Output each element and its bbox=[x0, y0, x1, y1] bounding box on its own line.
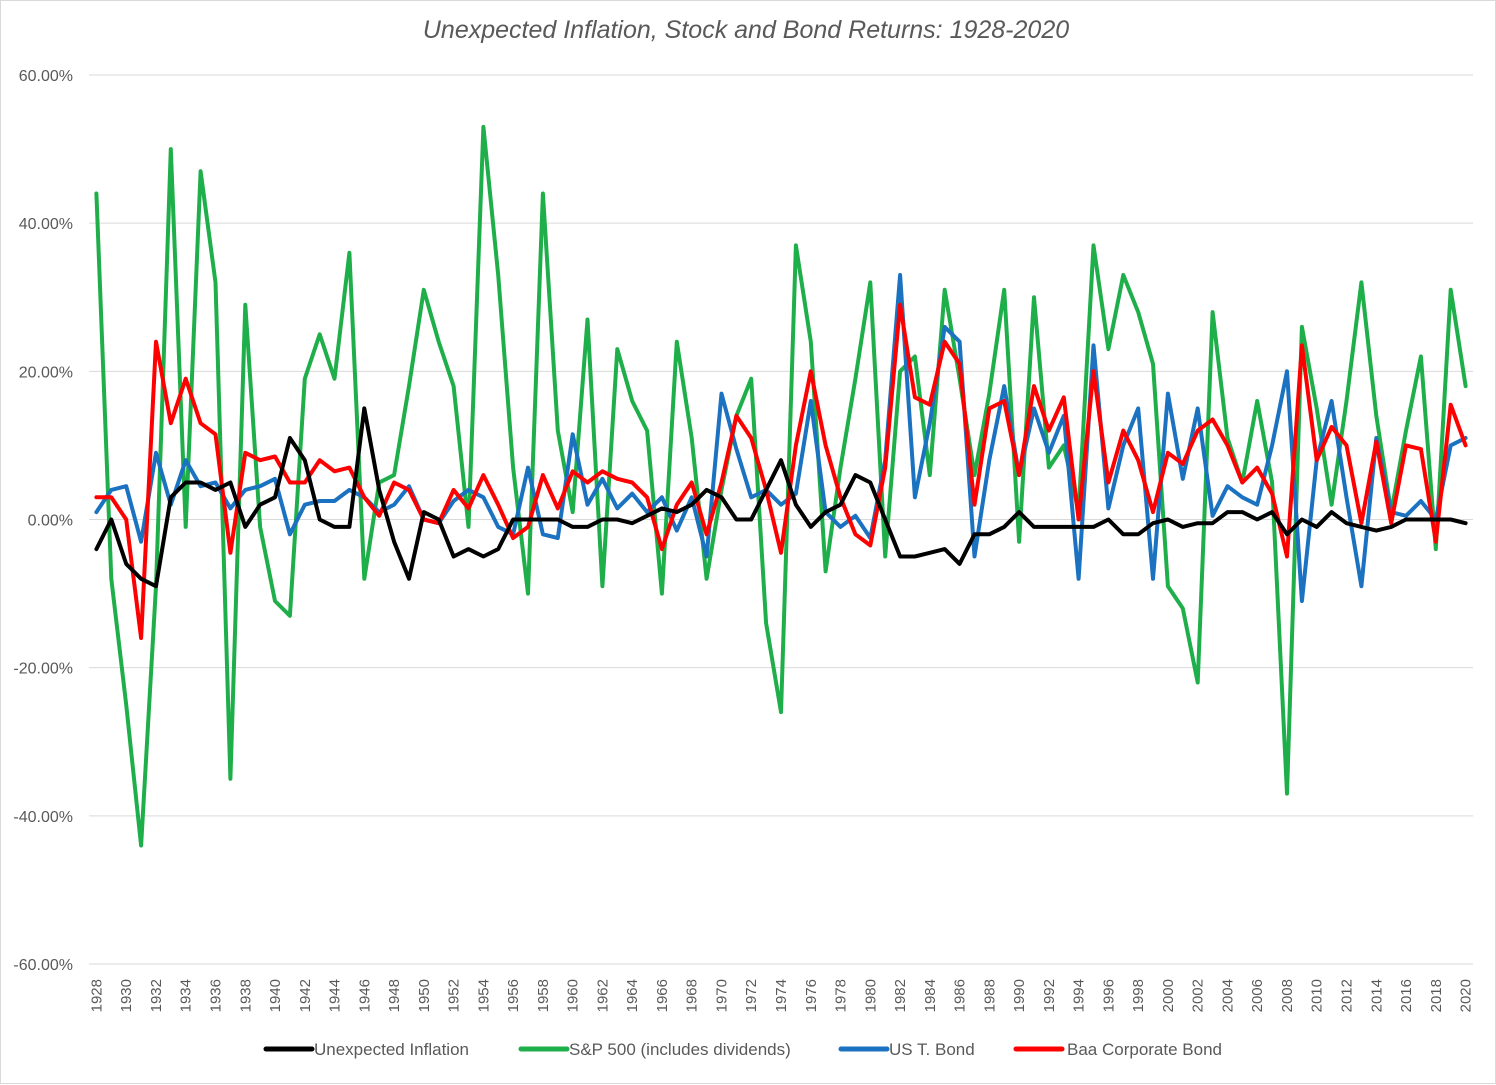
x-tick-label: 1992 bbox=[1041, 979, 1058, 1012]
x-tick-label: 1974 bbox=[773, 979, 790, 1012]
y-tick-label: 20.00% bbox=[19, 364, 73, 381]
y-axis-tick-labels: 60.00% 40.00% 20.00% 0.00% -20.00% -40.00% -60… bbox=[13, 68, 73, 974]
x-tick-label: 2006 bbox=[1249, 979, 1266, 1012]
x-tick-label: 2010 bbox=[1309, 979, 1326, 1012]
x-tick-label: 2012 bbox=[1339, 979, 1356, 1012]
x-tick-label: 1938 bbox=[237, 979, 254, 1012]
x-tick-label: 2000 bbox=[1160, 979, 1177, 1012]
chart-title: Unexpected Inflation, Stock and Bond Ret… bbox=[423, 16, 1069, 44]
x-tick-label: 1942 bbox=[297, 979, 314, 1012]
x-tick-label: 1996 bbox=[1100, 979, 1117, 1012]
x-tick-label: 1966 bbox=[654, 979, 671, 1012]
x-tick-label: 1984 bbox=[922, 979, 939, 1012]
x-tick-label: 2014 bbox=[1368, 979, 1385, 1012]
x-tick-label: 2002 bbox=[1190, 979, 1207, 1012]
x-tick-label: 2018 bbox=[1428, 979, 1445, 1012]
x-tick-label: 1964 bbox=[624, 979, 641, 1012]
x-tick-label: 1932 bbox=[148, 979, 165, 1012]
x-tick-label: 1936 bbox=[207, 979, 224, 1012]
y-tick-label: 0.00% bbox=[28, 513, 73, 530]
x-tick-label: 1968 bbox=[684, 979, 701, 1012]
x-tick-label: 1954 bbox=[475, 979, 492, 1012]
x-tick-label: 2008 bbox=[1279, 979, 1296, 1012]
x-tick-label: 1950 bbox=[416, 979, 433, 1012]
x-tick-label: 1972 bbox=[743, 979, 760, 1012]
x-tick-label: 1958 bbox=[535, 979, 552, 1012]
series-line bbox=[94, 406, 1468, 589]
x-tick-label: 1988 bbox=[981, 979, 998, 1012]
legend-label: Unexpected Inflation bbox=[314, 1040, 469, 1059]
x-tick-label: 2004 bbox=[1219, 979, 1236, 1012]
x-tick-label: 1928 bbox=[88, 979, 105, 1012]
x-tick-label: 1978 bbox=[833, 979, 850, 1012]
x-tick-label: 2016 bbox=[1398, 979, 1415, 1012]
x-tick-label: 1998 bbox=[1130, 979, 1147, 1012]
x-tick-label: 1948 bbox=[386, 979, 403, 1012]
legend-label: S&P 500 (includes dividends) bbox=[569, 1040, 791, 1059]
legend: Unexpected Inflation S&P 500 (includes di… bbox=[263, 1040, 1222, 1059]
series-line bbox=[94, 273, 1468, 603]
y-tick-label: 40.00% bbox=[19, 216, 73, 233]
x-tick-label: 1982 bbox=[892, 979, 909, 1012]
x-tick-label: 1944 bbox=[327, 979, 344, 1012]
x-tick-label: 1980 bbox=[862, 979, 879, 1012]
legend-label: US T. Bond bbox=[889, 1040, 975, 1059]
x-tick-label: 1990 bbox=[1011, 979, 1028, 1012]
x-tick-label: 2020 bbox=[1458, 979, 1475, 1012]
x-tick-label: 1960 bbox=[565, 979, 582, 1012]
x-tick-label: 1930 bbox=[118, 979, 135, 1012]
x-tick-label: 1952 bbox=[446, 979, 463, 1012]
y-tick-label: 60.00% bbox=[19, 68, 73, 85]
y-tick-label: -60.00% bbox=[13, 957, 73, 974]
x-tick-label: 1956 bbox=[505, 979, 522, 1012]
series-lines bbox=[94, 124, 1468, 848]
x-tick-label: 1994 bbox=[1071, 979, 1088, 1012]
y-tick-label: -20.00% bbox=[13, 661, 73, 678]
x-tick-label: 1940 bbox=[267, 979, 284, 1012]
x-tick-label: 1976 bbox=[803, 979, 820, 1012]
x-tick-label: 1962 bbox=[594, 979, 611, 1012]
x-tick-label: 1970 bbox=[713, 979, 730, 1012]
x-tick-label: 1946 bbox=[356, 979, 373, 1012]
y-tick-label: -40.00% bbox=[13, 809, 73, 826]
x-tick-label: 1986 bbox=[952, 979, 969, 1012]
legend-label: Baa Corporate Bond bbox=[1067, 1040, 1222, 1059]
series-line bbox=[94, 302, 1468, 640]
x-tick-label: 1934 bbox=[178, 979, 195, 1012]
x-axis-tick-labels: 1928 1930 1932 1934 1936 1938 1940 1942 1944 1946… bbox=[88, 979, 1474, 1012]
